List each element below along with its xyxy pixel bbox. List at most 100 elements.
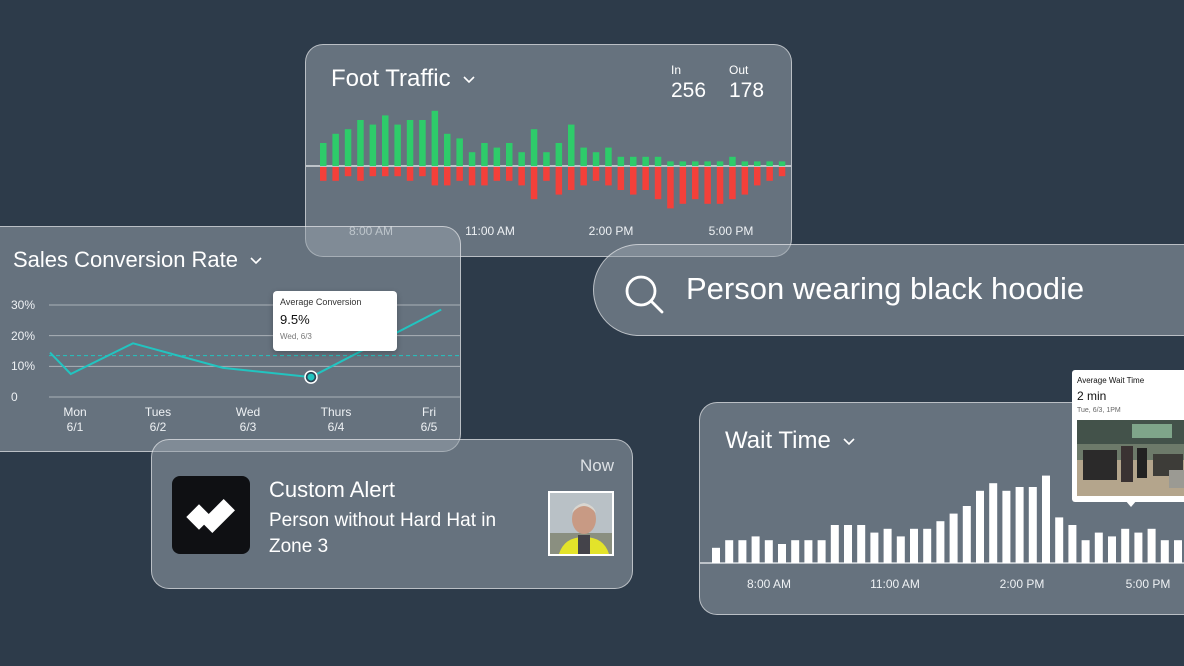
- in-bar: [568, 124, 575, 166]
- foot-traffic-title-dropdown[interactable]: Foot Traffic: [331, 65, 477, 93]
- y-tick-label: 0: [11, 390, 18, 404]
- foot-traffic-card: Foot Traffic In 256 Out 178 8:00 AM11:00…: [305, 44, 792, 257]
- custom-alert-card[interactable]: Custom Alert Person without Hard Hat in …: [151, 439, 633, 589]
- out-bar: [729, 167, 736, 200]
- wait-bar: [1028, 487, 1037, 563]
- out-bar: [766, 167, 773, 181]
- out-bar: [704, 167, 711, 204]
- wait-bar: [738, 540, 747, 563]
- in-bar: [481, 143, 488, 166]
- x-tick-label: 11:00 AM: [870, 577, 920, 591]
- wait-time-chart: [700, 475, 1184, 564]
- wait-bar: [1121, 528, 1130, 563]
- wait-bar: [712, 547, 720, 563]
- in-bar: [456, 138, 463, 166]
- in-bar: [592, 152, 600, 166]
- search-bar[interactable]: Person wearing black hoodie: [593, 244, 1184, 336]
- in-bar: [766, 161, 773, 166]
- wait-bar: [870, 532, 879, 563]
- conversion-line: [49, 308, 442, 379]
- out-bar: [506, 167, 513, 181]
- in-bar: [741, 161, 749, 166]
- wait-bar: [764, 540, 773, 563]
- wait-bar: [830, 525, 839, 563]
- in-bar: [778, 161, 786, 166]
- in-bar: [506, 143, 513, 166]
- out-bar: [667, 167, 674, 209]
- out-bar: [406, 167, 414, 181]
- person-snapshot: [548, 491, 614, 556]
- wait-bar: [976, 490, 984, 563]
- in-bar: [692, 161, 699, 166]
- wait-bar: [1108, 536, 1116, 563]
- in-bar: [530, 129, 538, 166]
- out-bar: [456, 167, 463, 181]
- wait-bar: [1042, 475, 1050, 563]
- out-bar: [320, 167, 327, 181]
- out-bar: [530, 167, 538, 200]
- in-bar: [394, 124, 401, 166]
- average-wait-time-tooltip: Average Wait Time 2 min Tue, 6/3, 1PM: [1072, 370, 1184, 507]
- x-tick-label: Mon 6/1: [63, 405, 87, 434]
- x-tick-label: 5:00 PM: [708, 224, 754, 238]
- x-tick-label: 2:00 PM: [588, 224, 634, 238]
- out-bar: [679, 167, 687, 204]
- wait-bar: [1081, 540, 1090, 563]
- out-bar: [394, 167, 401, 177]
- alert-title: Custom Alert: [269, 477, 395, 502]
- alert-message: Person without Hard Hat in Zone 3: [269, 510, 497, 557]
- wait-bar: [1134, 532, 1143, 563]
- wait-bar: [857, 525, 866, 563]
- in-bar: [630, 156, 637, 166]
- wait-bar: [883, 528, 892, 563]
- tooltip-value: 9.5%: [280, 312, 310, 327]
- in-bar: [320, 143, 327, 166]
- wait-bar: [1055, 517, 1064, 563]
- wait-bar: [1094, 532, 1103, 563]
- in-bar: [605, 147, 612, 166]
- wait-bar: [1015, 487, 1024, 563]
- in-value: 256: [671, 79, 707, 102]
- out-bar: [568, 167, 575, 190]
- out-bar: [617, 167, 625, 190]
- wait-bar: [1174, 540, 1182, 563]
- wait-time-title: Wait Time: [725, 427, 831, 454]
- wait-bar: [817, 540, 826, 563]
- x-tick-label: Fri 6/5: [420, 405, 438, 434]
- sales-conversion-title-dropdown[interactable]: Sales Conversion Rate: [13, 247, 264, 273]
- chevron-down-icon: [463, 76, 475, 84]
- out-bar: [332, 167, 339, 181]
- out-stat: Out 178: [729, 63, 764, 103]
- wait-bar: [962, 506, 971, 563]
- wait-bar: [725, 540, 734, 563]
- out-bar: [382, 167, 389, 177]
- out-bar: [518, 167, 525, 186]
- tooltip-pointer: [1125, 500, 1137, 507]
- out-bar: [654, 167, 662, 200]
- wait-bar: [923, 528, 932, 563]
- wait-bar: [751, 536, 760, 563]
- x-tick-label: 11:00 AM: [465, 224, 515, 238]
- out-bar: [754, 167, 761, 186]
- in-label: In: [671, 63, 682, 77]
- checkmark-logo-icon: [186, 499, 235, 533]
- sales-conversion-title: Sales Conversion Rate: [13, 247, 239, 272]
- in-bar: [406, 120, 414, 166]
- wait-bar: [989, 483, 998, 563]
- out-bar: [481, 167, 488, 186]
- chevron-down-icon: [250, 257, 262, 265]
- out-bar: [419, 167, 426, 177]
- in-bar: [729, 156, 736, 166]
- wait-time-title-dropdown[interactable]: Wait Time: [725, 427, 857, 455]
- chevron-down-icon: [843, 438, 855, 446]
- sales-conversion-chart: [49, 304, 460, 398]
- out-bar: [493, 167, 501, 181]
- foot-traffic-chart: [306, 110, 791, 209]
- out-bar: [642, 167, 649, 190]
- in-bar: [357, 120, 364, 166]
- tooltip-title: Average Wait Time: [1077, 376, 1145, 385]
- wait-bar: [1147, 528, 1156, 563]
- y-tick-label: 10%: [11, 359, 36, 374]
- x-tick-label: Tues 6/2: [144, 405, 172, 434]
- in-bar: [580, 147, 587, 166]
